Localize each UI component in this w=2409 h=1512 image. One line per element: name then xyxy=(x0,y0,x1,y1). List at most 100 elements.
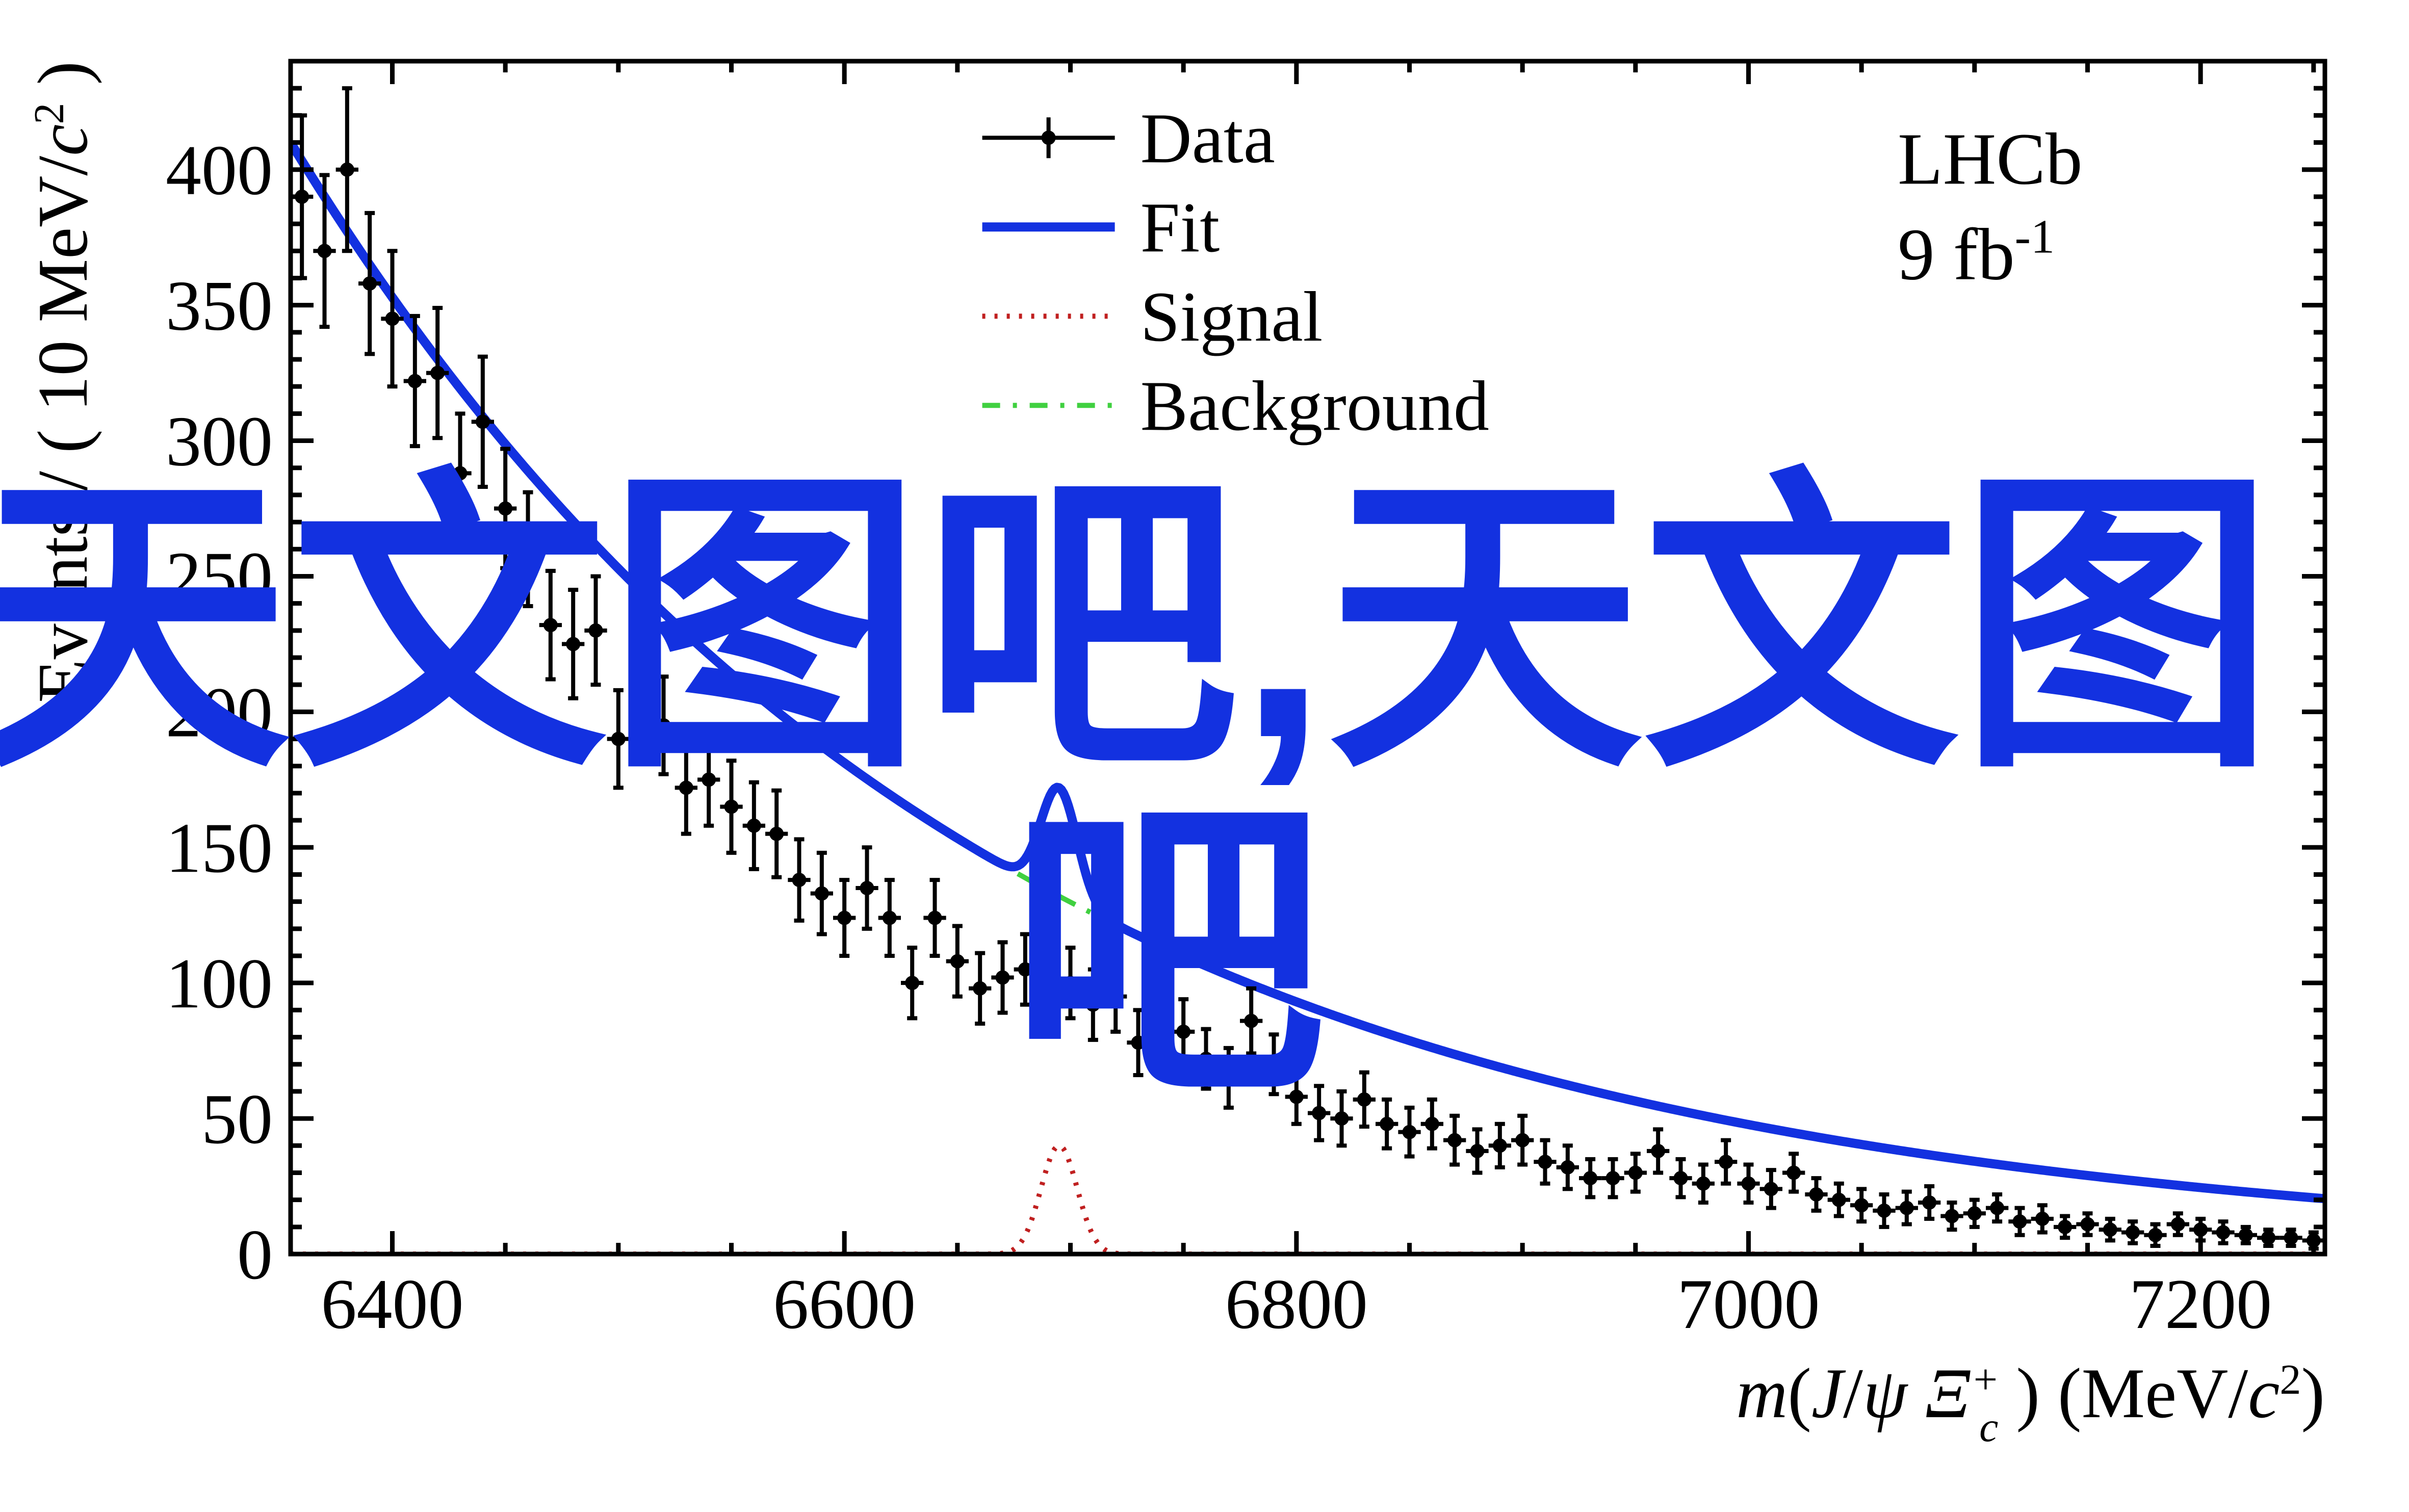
data-point xyxy=(860,881,874,895)
data-point xyxy=(1018,962,1032,977)
data-point xyxy=(2058,1220,2072,1234)
data-point xyxy=(657,718,671,733)
data-point xyxy=(1719,1155,1733,1169)
data-point xyxy=(1470,1144,1485,1158)
signal-curve xyxy=(291,1145,2325,1254)
y-tick-label: 0 xyxy=(237,1215,273,1294)
data-point xyxy=(2013,1214,2027,1229)
data-point xyxy=(1335,1111,1349,1126)
data-point xyxy=(1154,1030,1168,1045)
data-point xyxy=(1561,1160,1575,1175)
data-point xyxy=(453,466,468,480)
data-point xyxy=(1877,1204,1892,1218)
data-point xyxy=(589,623,603,638)
y-tick-label: 300 xyxy=(166,402,273,481)
data-point xyxy=(2148,1228,2163,1242)
data-point xyxy=(385,311,400,326)
data-point xyxy=(1222,1071,1236,1085)
data-point xyxy=(1742,1177,1756,1191)
y-tick-label: 150 xyxy=(166,809,273,888)
data-point xyxy=(2171,1217,2185,1232)
data-point xyxy=(498,502,512,516)
data-point xyxy=(1674,1171,1688,1185)
data-point xyxy=(611,732,626,746)
data-point xyxy=(747,819,761,833)
data-point xyxy=(1041,922,1055,936)
data-point xyxy=(1244,1014,1258,1028)
data-point xyxy=(1583,1171,1597,1185)
data-point xyxy=(905,976,919,990)
data-point xyxy=(2081,1217,2095,1232)
y-tick-label: 100 xyxy=(166,944,273,1023)
data-point xyxy=(521,542,535,556)
physics-plot: 6400 6600 6800 7000 7200 0 50 100 150 200 250 300 35… xyxy=(0,0,2409,1512)
data-point xyxy=(679,780,693,795)
data-point xyxy=(973,981,987,996)
data-point xyxy=(1900,1201,1914,1215)
x-axis-label: m(J/ψ Ξ+c ) (MeV/c2) xyxy=(1736,1354,2325,1451)
data-point xyxy=(815,887,829,901)
data-point xyxy=(1199,1052,1213,1066)
data-point xyxy=(1945,1209,1959,1223)
data-point xyxy=(702,772,716,787)
data-point xyxy=(476,414,490,429)
data-point xyxy=(430,366,445,380)
y-tick-label: 200 xyxy=(166,673,273,752)
data-point xyxy=(1628,1165,1643,1180)
luminosity-label: 9 fb-1 xyxy=(1898,211,2055,296)
y-axis-label: Events / ( 10 MeV/c2 ) xyxy=(23,61,102,703)
legend-label: Data xyxy=(1141,99,1275,178)
y-tick-label: 50 xyxy=(201,1080,273,1159)
data-point xyxy=(1403,1125,1417,1139)
data-point xyxy=(1380,1117,1394,1131)
data-point xyxy=(543,618,558,632)
x-tick-label: 6400 xyxy=(321,1265,464,1344)
data-point xyxy=(724,800,739,814)
data-point xyxy=(1357,1092,1371,1107)
data-point xyxy=(950,954,965,969)
y-tick-label: 250 xyxy=(166,537,273,616)
legend-label: Fit xyxy=(1141,188,1220,267)
data-point xyxy=(1696,1177,1711,1191)
data-point xyxy=(996,971,1010,985)
data-point xyxy=(1832,1193,1846,1207)
x-tick-label: 7000 xyxy=(1677,1265,1820,1344)
data-point xyxy=(1854,1198,1869,1212)
x-tick-label: 6800 xyxy=(1225,1265,1368,1344)
x-tick-label: 7200 xyxy=(2129,1265,2272,1344)
data-point xyxy=(1447,1133,1462,1148)
data-point xyxy=(1425,1117,1439,1131)
data-point xyxy=(883,911,897,925)
data-point xyxy=(1651,1144,1665,1158)
data-point xyxy=(1131,1035,1146,1050)
data-point xyxy=(1108,989,1123,1004)
data-point xyxy=(1786,1165,1801,1180)
data-point xyxy=(769,827,784,841)
data-point xyxy=(2103,1222,2117,1237)
data-point xyxy=(1809,1187,1824,1202)
data-point xyxy=(1493,1138,1507,1153)
data-point xyxy=(837,911,851,925)
data-point xyxy=(2216,1225,2231,1239)
y-tick-label: 350 xyxy=(166,267,273,346)
data-point xyxy=(1064,976,1078,990)
lhcb-label: LHCb xyxy=(1898,118,2083,200)
legend-label: Signal xyxy=(1141,277,1323,356)
data-point xyxy=(2126,1225,2140,1239)
data-point xyxy=(2261,1231,2275,1245)
y-tick-label: 400 xyxy=(166,131,273,210)
data-point xyxy=(1922,1195,1936,1210)
data-point xyxy=(1764,1182,1778,1196)
data-point xyxy=(362,276,377,291)
data-point xyxy=(1176,1025,1190,1039)
data-point xyxy=(2239,1228,2253,1242)
legend-label: Background xyxy=(1141,367,1489,446)
data-point xyxy=(792,873,807,887)
data-point xyxy=(408,374,422,388)
x-tick-label: 6600 xyxy=(773,1265,916,1344)
data-point xyxy=(1515,1133,1530,1148)
data-point xyxy=(1289,1090,1304,1104)
data-point xyxy=(1606,1171,1620,1185)
data-point xyxy=(340,163,354,177)
data-point xyxy=(1267,1057,1281,1072)
